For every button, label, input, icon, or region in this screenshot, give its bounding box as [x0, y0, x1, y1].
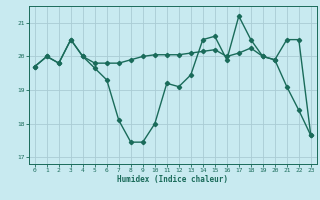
X-axis label: Humidex (Indice chaleur): Humidex (Indice chaleur) — [117, 175, 228, 184]
